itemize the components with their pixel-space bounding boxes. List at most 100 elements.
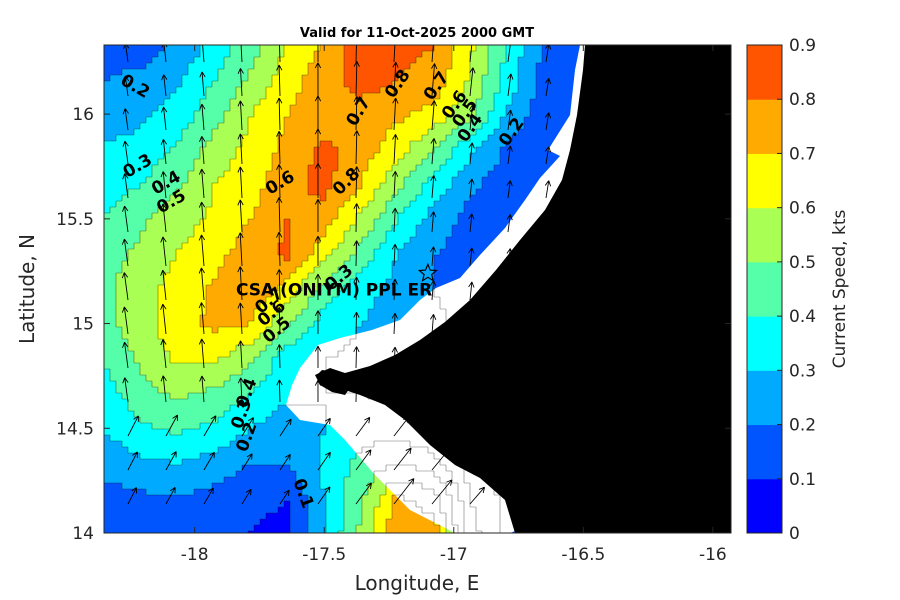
speed-cell [248,75,255,82]
speed-cell [368,249,375,256]
speed-cell [404,219,411,226]
speed-cell [158,51,165,58]
speed-cell [176,51,183,58]
speed-cell [266,63,273,70]
speed-cell [512,201,519,208]
speed-cell [554,153,561,160]
speed-cell [194,321,201,328]
speed-cell [254,327,261,334]
speed-cell [140,195,147,202]
speed-cell [278,255,285,262]
speed-cell [314,57,321,64]
speed-cell [518,129,525,136]
speed-cell [230,153,237,160]
speed-cell [248,87,255,94]
speed-cell [482,93,489,100]
speed-cell [500,207,507,214]
speed-cell [518,123,525,130]
speed-cell [452,129,459,136]
speed-cell [302,261,309,268]
speed-cell [344,75,351,82]
speed-cell [500,165,507,172]
speed-cell [254,123,261,130]
speed-cell [338,219,345,226]
speed-cell [386,123,393,130]
speed-cell [254,207,261,214]
speed-cell [512,69,519,76]
speed-cell [290,291,297,298]
speed-cell [290,321,297,328]
speed-cell [176,225,183,232]
speed-cell [122,189,129,196]
speed-cell [170,141,177,148]
speed-cell [332,87,339,94]
speed-cell [500,201,507,208]
speed-cell [422,183,429,190]
speed-cell [230,51,237,58]
speed-cell [392,51,399,58]
speed-cell [290,147,297,154]
speed-cell [230,183,237,190]
speed-cell [206,255,213,262]
speed-cell [122,231,129,238]
speed-cell [398,51,405,58]
speed-cell [404,267,411,274]
speed-cell [212,327,219,334]
speed-cell [368,81,375,88]
speed-cell [302,159,309,166]
speed-cell [254,87,261,94]
speed-cell [404,189,411,196]
speed-cell [110,309,117,316]
speed-cell [314,87,321,94]
speed-cell [272,165,279,172]
speed-cell [332,213,339,220]
speed-cell [512,57,519,64]
speed-cell [266,297,273,304]
speed-cell [494,87,501,94]
speed-cell [374,147,381,154]
speed-cell [308,45,315,52]
speed-cell [176,249,183,256]
speed-cell [368,87,375,94]
speed-cell [476,123,483,130]
speed-cell [446,267,453,274]
speed-cell [188,315,195,322]
speed-cell [470,177,477,184]
speed-cell [560,45,567,52]
speed-cell [536,111,543,118]
speed-cell [470,81,477,88]
speed-cell [254,243,261,250]
speed-cell [380,255,387,262]
speed-cell [140,165,147,172]
speed-cell [266,147,273,154]
speed-cell [488,105,495,112]
speed-cell [194,285,201,292]
speed-cell [434,255,441,262]
speed-cell [242,291,249,298]
speed-cell [140,303,147,310]
speed-cell [188,231,195,238]
speed-cell [398,153,405,160]
speed-cell [320,69,327,76]
speed-cell [308,201,315,208]
speed-cell [440,267,447,274]
speed-cell [428,69,435,76]
speed-cell [308,93,315,100]
speed-cell [302,123,309,130]
speed-cell [260,183,267,190]
speed-cell [176,327,183,334]
speed-cell [338,309,345,316]
speed-cell [140,213,147,220]
speed-cell [284,213,291,220]
speed-cell [290,111,297,118]
speed-cell [368,99,375,106]
speed-cell [452,57,459,64]
speed-cell [260,111,267,118]
speed-cell [446,135,453,142]
speed-cell [440,171,447,178]
speed-cell [134,111,141,118]
speed-cell [110,129,117,136]
speed-cell [104,255,111,262]
speed-cell [404,177,411,184]
speed-cell [170,165,177,172]
